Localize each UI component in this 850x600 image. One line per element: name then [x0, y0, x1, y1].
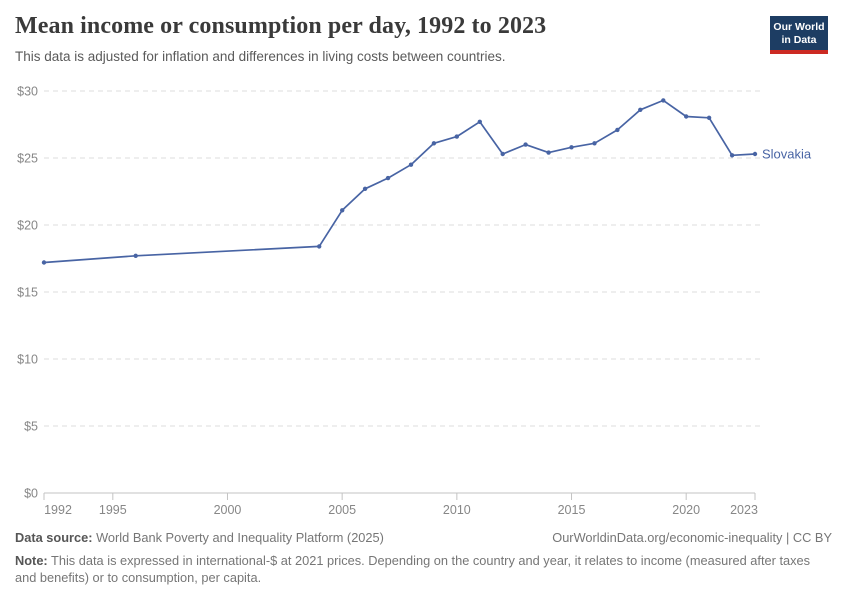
chart-footer: Data source: World Bank Poverty and Ineq…: [15, 529, 832, 586]
y-axis-labels: $0 $5 $10 $15 $20 $25 $30: [17, 85, 38, 501]
x-axis-labels: 1992 1995 2000 2005 2010 2015 2020 2023: [44, 503, 758, 517]
entity-label[interactable]: Slovakia: [762, 146, 812, 161]
x-tick-label: 1992: [44, 503, 72, 517]
data-source-label: Data source:: [15, 530, 93, 545]
x-tick-label: 2020: [672, 503, 700, 517]
series-line: [43, 99, 756, 264]
y-gridlines: [44, 90, 761, 427]
data-source-text: World Bank Poverty and Inequality Platfo…: [92, 530, 384, 545]
data-point: [706, 115, 712, 120]
data-point: [569, 145, 574, 150]
owid-logo-line1: Our World: [773, 21, 825, 33]
data-point: [133, 253, 138, 258]
data-point: [454, 134, 459, 139]
data-point: [500, 151, 505, 157]
x-tick-label: 1995: [99, 503, 127, 517]
series-markers: [41, 98, 758, 265]
data-point: [523, 142, 528, 147]
x-tick-label: 2010: [443, 503, 471, 517]
series-slovakia: Slovakia: [41, 98, 812, 265]
chart-title: Mean income or consumption per day, 1992…: [15, 13, 547, 39]
line-chart[interactable]: $0 $5 $10 $15 $20 $25 $30 1992 1995 2000 2005 2010 2…: [0, 80, 850, 520]
data-point: [41, 260, 47, 265]
note-text: This data is expressed in international-…: [15, 553, 811, 585]
owid-logo-line2: in Data: [781, 33, 817, 46]
data-point: [615, 127, 620, 133]
y-tick-label: $15: [17, 286, 38, 300]
data-point: [477, 119, 482, 124]
y-tick-label: $25: [17, 152, 38, 166]
y-tick-label: $10: [17, 353, 38, 367]
data-point: [340, 208, 345, 213]
data-point: [752, 151, 758, 157]
chart-note: Note: This data is expressed in internat…: [15, 552, 832, 586]
x-tick-label: 2023: [730, 503, 758, 517]
data-point: [638, 107, 643, 112]
data-point: [317, 244, 322, 249]
y-tick-label: $5: [24, 420, 38, 434]
data-point: [408, 162, 414, 167]
data-point: [385, 175, 391, 181]
data-point: [661, 98, 666, 103]
x-tick-label: 2015: [558, 503, 586, 517]
x-tick-label: 2000: [214, 503, 242, 517]
y-tick-label: $30: [17, 85, 38, 99]
chart-subtitle: This data is adjusted for inflation and …: [15, 49, 506, 64]
data-point: [431, 141, 437, 146]
data-point: [684, 114, 689, 119]
plot-area[interactable]: [44, 91, 755, 493]
data-point: [592, 141, 597, 146]
owid-logo[interactable]: Our World in Data: [770, 16, 828, 54]
y-tick-label: $20: [17, 219, 38, 233]
y-tick-label: $0: [24, 487, 38, 501]
footer-link[interactable]: OurWorldinData.org/economic-inequality |…: [552, 530, 832, 545]
data-source: Data source: World Bank Poverty and Ineq…: [15, 529, 384, 546]
data-point: [546, 150, 551, 155]
data-point: [362, 186, 368, 191]
x-tick-label: 2005: [328, 503, 356, 517]
x-axis: [43, 492, 756, 500]
note-label: Note:: [15, 553, 48, 568]
data-point: [729, 153, 735, 158]
